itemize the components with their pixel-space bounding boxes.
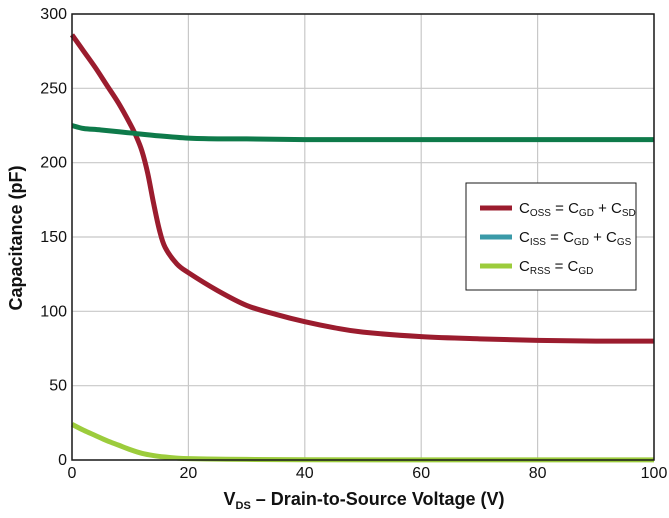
y-tick-label: 300 (40, 6, 67, 23)
y-tick-label: 0 (58, 452, 67, 469)
x-tick-labels: 0 20 40 60 80 100 (68, 465, 668, 482)
series-line-0 (69, 33, 655, 344)
x-axis-title-rest: – Drain-to-Source Voltage (V) (251, 489, 505, 509)
y-tick-label: 200 (40, 155, 67, 172)
x-tick-label: 80 (529, 465, 547, 482)
legend-label-2: CRSS​ = CGD​ (519, 258, 593, 277)
series-line-1 (71, 123, 654, 143)
legend-label-0: COSS​ = CGD​ + CSD​ (519, 200, 636, 219)
x-axis-title: VDS – Drain-to-Source Voltage (V) (224, 489, 505, 512)
plot-frame (71, 13, 655, 461)
x-tick-label: 100 (641, 465, 668, 482)
y-axis-title: Capacitance (pF) (6, 165, 26, 310)
y-tick-labels: 0 50 100 150 200 250 300 (40, 6, 67, 469)
series-line-2 (70, 422, 654, 463)
x-tick-label: 0 (68, 465, 77, 482)
y-tick-label: 250 (40, 80, 67, 97)
x-axis-title-main: V (224, 489, 236, 509)
y-tick-label: 50 (49, 378, 67, 395)
y-tick-label: 150 (40, 229, 67, 246)
x-axis-title-sub: DS (236, 500, 251, 512)
y-tick-label: 100 (40, 303, 67, 320)
x-tick-label: 20 (180, 465, 198, 482)
x-tick-label: 40 (296, 465, 314, 482)
legend: COSS​ = CGD​ + CSD​ CISS​ = CGD​ + CGS​ CR… (465, 182, 637, 291)
legend-label-1: CISS​ = CGD​ + CGS​ (519, 229, 632, 248)
x-tick-label: 60 (412, 465, 430, 482)
